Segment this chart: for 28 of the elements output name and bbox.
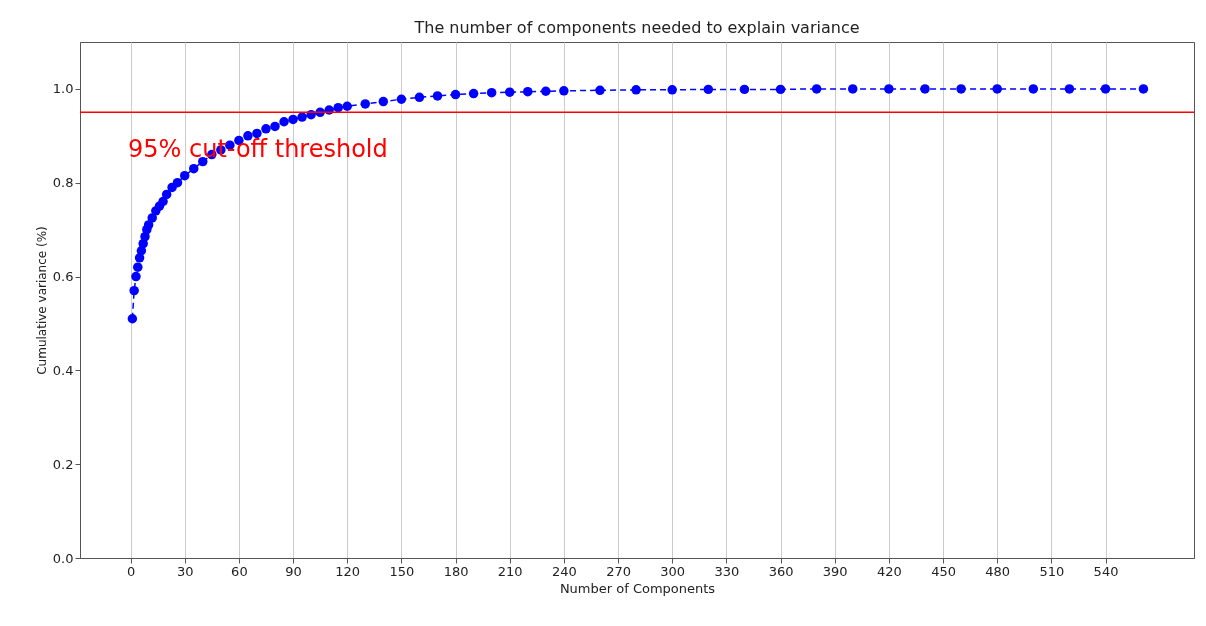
y-tick-label: 0.2 (52, 456, 74, 472)
x-tick-label: 480 (985, 563, 1011, 579)
y-axis-title: Cumulative variance (%) (34, 226, 49, 375)
x-tick-label: 90 (285, 563, 302, 579)
x-tick-label: 510 (1039, 563, 1065, 579)
x-tick-label: 30 (176, 563, 194, 579)
x-tick-label: 0 (126, 563, 136, 579)
y-tick-label: 0.4 (52, 362, 74, 378)
x-tick-label: 300 (660, 563, 686, 579)
x-axis-title: Number of Components (559, 580, 716, 596)
x-tick-label: 210 (497, 563, 523, 579)
y-tick-label: 1.0 (52, 81, 74, 97)
x-tick-label: 150 (389, 563, 415, 579)
x-tick-label: 240 (551, 563, 577, 579)
y-tick-label: 0.6 (52, 269, 74, 285)
x-tick-label: 60 (231, 563, 248, 579)
x-tick-label: 120 (335, 563, 361, 579)
x-tick-label: 540 (1093, 563, 1119, 579)
x-tick-label: 390 (822, 563, 848, 579)
x-tick-label: 450 (931, 563, 956, 579)
x-tick-label: 330 (714, 563, 740, 579)
y-tick-label: 0.0 (52, 550, 74, 566)
chart-title: The number of components needed to explain variance (413, 18, 860, 37)
x-tick-label: 420 (876, 563, 902, 579)
x-tick-label: 270 (606, 563, 631, 579)
y-tick-label: 0.8 (52, 175, 74, 191)
x-tick-label: 180 (443, 563, 469, 579)
x-tick-label: 360 (768, 563, 794, 579)
